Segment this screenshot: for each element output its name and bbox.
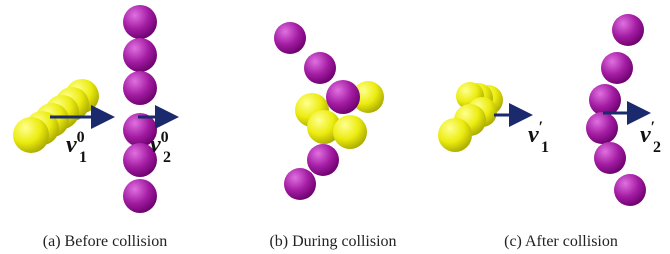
velocity-subscript: 2 bbox=[163, 149, 171, 166]
sphere bbox=[601, 52, 633, 84]
velocity-subscript: 1 bbox=[541, 139, 549, 156]
velocity-symbol: v bbox=[150, 132, 161, 158]
velocity-label: v′ 2 bbox=[640, 119, 661, 156]
panel-caption: (c) After collision bbox=[504, 233, 618, 250]
diagram: (a) Before collision (b) During collision… bbox=[0, 0, 670, 254]
sphere bbox=[304, 52, 336, 84]
sphere bbox=[284, 168, 316, 200]
sphere bbox=[274, 22, 306, 54]
velocity-symbol: v bbox=[66, 132, 77, 158]
sphere bbox=[13, 117, 49, 153]
spheres bbox=[13, 5, 646, 213]
sphere bbox=[614, 174, 646, 206]
sphere bbox=[326, 80, 360, 114]
velocity-superscript: ′ bbox=[539, 119, 544, 136]
sphere bbox=[123, 5, 157, 39]
sphere bbox=[586, 112, 618, 144]
velocity-symbol: v bbox=[640, 122, 651, 148]
velocity-subscript: 1 bbox=[79, 149, 87, 166]
sphere bbox=[438, 118, 472, 152]
sphere bbox=[123, 38, 157, 72]
panel-caption: (b) During collision bbox=[269, 233, 396, 250]
sphere bbox=[594, 142, 626, 174]
panel-caption: (a) Before collision bbox=[43, 233, 167, 250]
sphere bbox=[612, 14, 644, 46]
velocity-label: v0 1 bbox=[66, 129, 87, 166]
sphere bbox=[123, 71, 157, 105]
sphere bbox=[123, 179, 157, 213]
sphere bbox=[333, 115, 367, 149]
velocity-symbol: v bbox=[528, 122, 539, 148]
velocity-superscript: ′ bbox=[651, 119, 656, 136]
sphere bbox=[589, 84, 621, 116]
sphere bbox=[307, 144, 339, 176]
velocity-superscript: 0 bbox=[77, 129, 85, 146]
velocity-subscript: 2 bbox=[653, 139, 661, 156]
velocity-superscript: 0 bbox=[161, 129, 169, 146]
velocity-label: v′ 1 bbox=[528, 119, 549, 156]
